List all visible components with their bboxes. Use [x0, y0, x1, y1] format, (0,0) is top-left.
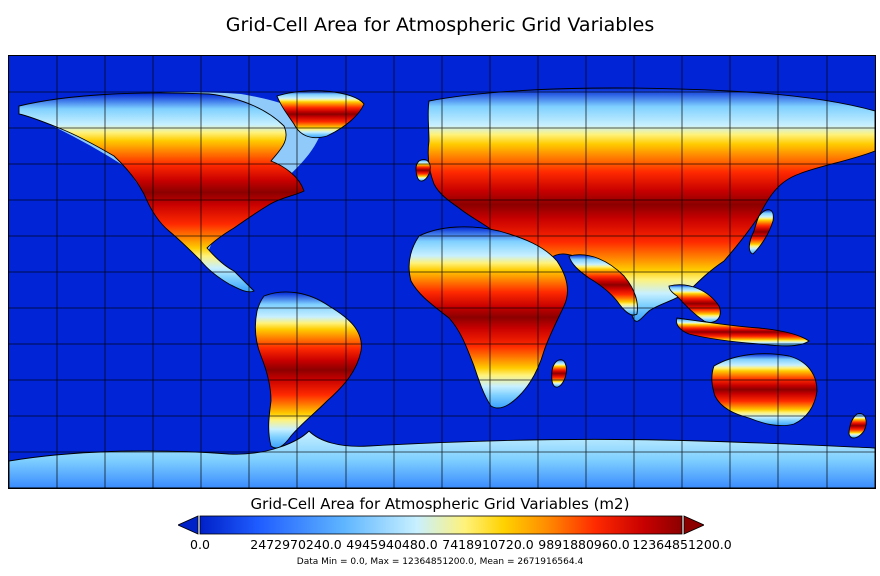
indonesia [676, 317, 810, 347]
colorbar-label: Grid-Cell Area for Atmospheric Grid Vari… [250, 495, 630, 513]
south-america [254, 291, 362, 449]
colorbar-tick: 12364851200.0 [632, 537, 732, 552]
colorbar-tick: 0.0 [190, 537, 210, 552]
colorbar-max-arrow [683, 515, 704, 535]
world-map [8, 55, 876, 489]
colorbar-ticks: 0.0 2472970240.0 4945940480.0 7418910720… [0, 537, 880, 553]
new-zealand [848, 413, 867, 439]
australia [711, 353, 818, 427]
eurasia [427, 87, 875, 322]
colorbar-tick: 7418910720.0 [442, 537, 534, 552]
colorbar-min-arrow [178, 515, 199, 535]
graticule [9, 56, 875, 488]
colorbar-tick: 9891880960.0 [538, 537, 630, 552]
map-title: Grid-Cell Area for Atmospheric Grid Vari… [225, 14, 655, 36]
uk [415, 159, 431, 182]
data-stats: Data Min = 0.0, Max = 12364851200.0, Mea… [296, 557, 584, 567]
colorbar-tick: 2472970240.0 [250, 537, 342, 552]
colorbar [178, 515, 704, 535]
north-america [18, 92, 305, 293]
colorbar-tick: 4945940480.0 [346, 537, 438, 552]
greenland [276, 90, 365, 139]
colorbar-gradient [199, 515, 683, 535]
japan [748, 209, 774, 255]
